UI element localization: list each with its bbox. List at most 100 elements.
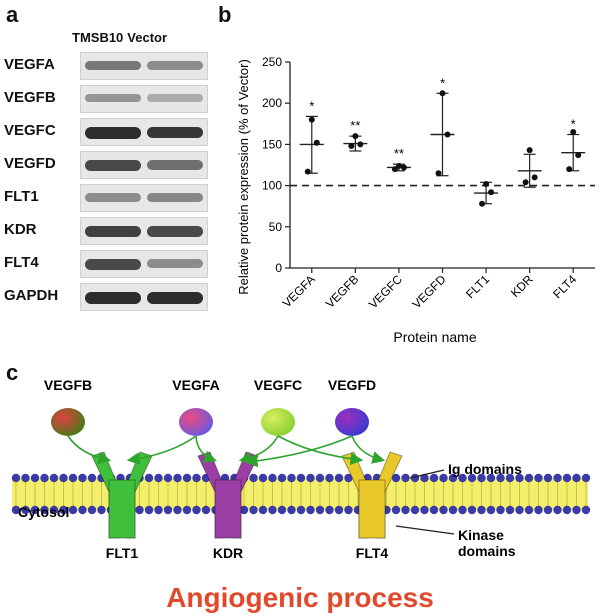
lipid-head [543,505,553,515]
lipid-head [401,473,410,483]
lipid-head [543,473,553,483]
data-point [483,180,490,187]
lipid-head [315,473,325,483]
panel-letter-b: b [218,2,232,27]
blot-band [85,61,141,71]
receptors [91,451,403,539]
cytosol-label: Cytosol [18,504,69,520]
lipid-head [306,505,315,515]
blot-row: KDR [0,217,210,245]
lipid-head [78,473,87,483]
blot-column-vector: Vector [127,30,168,45]
lipid-head [401,505,410,515]
lipid-head [144,473,154,483]
lipid-head [87,505,97,515]
blot-band [147,193,203,202]
lipid-head [163,473,173,483]
blot-band [147,61,203,70]
lipid-head [59,473,68,483]
blot-row-label: VEGFA [4,56,55,73]
lipid-head [277,473,287,483]
lipid-head [154,473,163,483]
lipid-head [135,505,144,515]
data-point [570,129,577,136]
blot-row-label: FLT1 [4,188,39,205]
lipid-head [249,473,258,483]
receptor-label: FLT4 [356,545,389,561]
lipid-head [344,505,353,515]
blot-row-label: VEGFB [4,89,56,106]
domains-label: domains [458,543,516,559]
receptor-shape [341,451,403,539]
lipid-head [68,473,78,483]
data-point [575,152,582,159]
lipid-head [496,473,505,483]
blot-band [147,127,203,139]
blot-row-label: FLT4 [4,254,39,271]
lipid-head [572,473,581,483]
lipid-head [391,473,401,483]
blot-row: VEGFC [0,118,210,146]
panel-letter-c: c [6,360,19,385]
lipid-head [458,505,467,515]
lipid-head [192,505,201,515]
data-point [357,141,364,148]
blot-row-label: VEGFD [4,155,56,172]
panel-letter-a: a [6,2,19,27]
ligand-label: VEGFC [254,377,302,393]
lipid-head [21,473,30,483]
lipid-head [40,505,49,515]
lipid-head [477,473,486,483]
binding-arrow [277,435,364,466]
lipid-head [21,505,30,515]
lipid-head [315,505,325,515]
y-tick-label: 100 [262,179,282,193]
significance-marker: * [309,98,314,113]
y-tick-label: 0 [275,261,282,275]
x-tick-label: KDR [508,272,536,300]
binding-arrow [351,435,386,464]
blot-row: FLT4 [0,250,210,278]
blot-strip [80,85,208,113]
lipid-head [296,505,306,515]
lipid-head [429,473,439,483]
blot-strip [80,151,208,179]
blot-band [85,226,141,238]
blot-band [147,292,203,304]
lipid-head [68,505,78,515]
cell-membrane [11,473,591,515]
data-point [308,116,315,123]
ligand-label: VEGFB [44,377,92,393]
lipid-head [325,505,334,515]
lipid-head [87,473,97,483]
binding-arrow [67,435,112,465]
blot-band [85,193,141,202]
blot-strip [80,250,208,278]
blot-strip [80,52,208,80]
blot-column-tmsb10: TMSB10 [72,30,124,45]
lipid-head [249,505,258,515]
ligand-label: VEGFD [328,377,376,393]
binding-arrow [195,435,218,463]
lipid-head [458,473,467,483]
data-point [522,179,529,186]
blot-row-label: GAPDH [4,287,59,304]
lipid-head [258,473,268,483]
lipid-head [49,505,59,515]
x-tick-label: VEGFC [366,272,405,311]
blot-band [85,160,141,171]
blot-band [85,127,141,139]
data-point [400,164,407,171]
blot-strip [80,118,208,146]
blot-band [85,292,141,304]
data-point [488,189,495,196]
data-point [395,162,402,169]
lipid-head [30,473,40,483]
receptor-stem [358,479,386,539]
lipid-head [239,505,249,515]
lipid-head [562,473,572,483]
lipid-head [420,505,429,515]
lipid-head [144,505,154,515]
data-point [566,166,573,173]
receptor-label: FLT1 [106,545,139,561]
